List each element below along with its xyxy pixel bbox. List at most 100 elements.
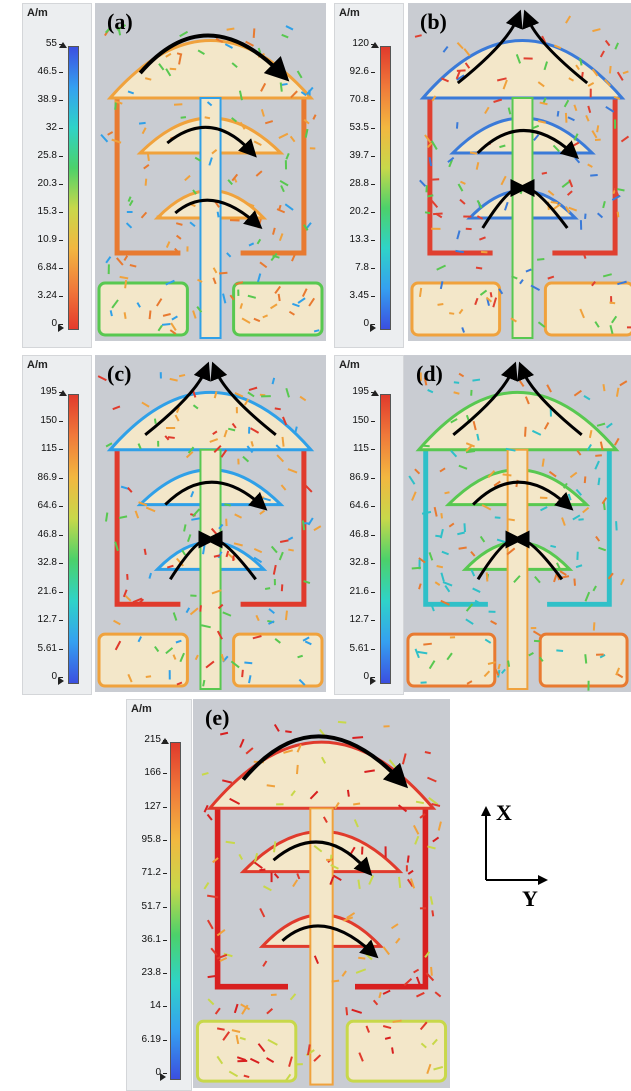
colorbar-tick-label: 150: [335, 415, 375, 426]
colorbar-tick-label: 195: [335, 387, 375, 397]
colorbar-tick-label: 20.3: [23, 179, 63, 189]
field-view-a: (a): [95, 3, 326, 341]
antenna-current-plot: [406, 361, 629, 691]
colorbar-tick-label: 12.7: [335, 615, 375, 625]
colorbar-gradient: [380, 394, 391, 684]
field-view-c: (c): [95, 355, 326, 692]
umbrella-patches: [97, 391, 324, 691]
colorbar-tick-label: 5.61: [335, 643, 375, 654]
colorbar-tick-label: 0: [23, 319, 63, 329]
colorbar-tick-label: 150: [23, 415, 63, 426]
colorbar-tick-label: 14: [127, 1001, 167, 1011]
unit-label: A/m: [27, 359, 48, 371]
antenna-current-plot: [97, 361, 324, 691]
panel-label: (d): [416, 361, 443, 386]
panel-label: (b): [420, 9, 447, 34]
colorbar-c: A/m 195 150 115 86.9 64.6 46.8 32.8 21.6 12.7 5.6…: [22, 355, 92, 695]
colorbar-tick-label: 86.9: [23, 472, 63, 483]
colorbar-tick-label: 36.1: [127, 934, 167, 945]
colorbar-tick-label: 10.9: [23, 235, 63, 245]
unit-label: A/m: [27, 7, 48, 19]
field-view-b: (b): [408, 3, 631, 341]
axes-arrows-icon: [481, 806, 548, 885]
colorbar-gradient: [68, 46, 79, 330]
antenna-current-plot: [97, 24, 324, 339]
x-axis-label: X: [496, 800, 512, 825]
current-vectors: [201, 720, 444, 1083]
current-flow-arrows: [456, 9, 589, 229]
y-axis-label: Y: [522, 886, 538, 911]
colorbar-e: A/m 215 166 127 95.8 71.2 51.7 36.1 23.8 14 6.19 0: [126, 699, 192, 1091]
colorbar-gradient: [170, 742, 181, 1080]
min-marker-icon: [160, 1073, 166, 1081]
colorbar-tick-label: 7.8: [335, 263, 375, 273]
colorbar-tick-label: 3.24: [23, 291, 63, 301]
colorbar-tick-label: 12.7: [23, 615, 63, 625]
current-flow-arrows: [144, 361, 277, 581]
colorbar-tick-label: 92.6: [335, 67, 375, 77]
umbrella-patches: [97, 39, 324, 339]
max-marker-icon: [371, 42, 379, 48]
panel-label: (c): [107, 361, 132, 386]
colorbar-tick-label: 23.8: [127, 968, 167, 978]
colorbar-gradient: [380, 46, 391, 330]
colorbar-tick-label: 64.6: [23, 501, 63, 511]
min-marker-icon: [370, 677, 376, 685]
colorbar-tick-label: 32: [23, 123, 63, 133]
feed-frame: [114, 449, 307, 607]
colorbar-gradient: [68, 394, 79, 684]
feed-frame: [427, 98, 618, 256]
unit-label: A/m: [339, 7, 360, 19]
colorbar-tick-label: 195: [23, 387, 63, 397]
field-view-e: (e): [193, 699, 450, 1088]
min-marker-icon: [58, 677, 64, 685]
coordinate-axes: X Y: [470, 800, 560, 911]
colorbar-tick-label: 46.5: [23, 67, 63, 77]
colorbar-tick-label: 5.61: [23, 643, 63, 654]
colorbar-tick-label: 0: [127, 1068, 167, 1078]
colorbar-tick-label: 46.8: [335, 529, 375, 540]
panel-label: (a): [107, 9, 133, 34]
current-flow-arrows: [138, 33, 290, 229]
colorbar-tick-label: 15.3: [23, 207, 63, 217]
current-flow-arrows: [452, 361, 583, 581]
umbrella-patches: [406, 391, 629, 691]
max-marker-icon: [59, 42, 67, 48]
antenna-current-plot: [410, 9, 631, 339]
feed-frame: [214, 808, 429, 990]
colorbar-tick-label: 215: [127, 735, 167, 745]
colorbar-tick-label: 64.6: [335, 501, 375, 511]
colorbar-tick-label: 115: [23, 444, 63, 454]
colorbar-tick-label: 6.84: [23, 263, 63, 273]
colorbar-tick-label: 70.8: [335, 95, 375, 105]
colorbar-tick-label: 95.8: [127, 834, 167, 845]
min-marker-icon: [58, 324, 64, 332]
current-flow-arrows: [241, 734, 409, 959]
colorbar-b: A/m 120 92.6 70.8 53.5 39.7 28.8 20.2 13.3 7.8 3.…: [334, 3, 404, 348]
colorbar-tick-label: 13.3: [335, 235, 375, 245]
colorbar-tick-label: 127: [127, 801, 167, 812]
colorbar-tick-label: 51.7: [127, 901, 167, 912]
feed-frame: [114, 98, 307, 256]
colorbar-tick-label: 86.9: [335, 472, 375, 483]
umbrella-patches: [195, 740, 448, 1086]
colorbar-tick-label: 3.45: [335, 291, 375, 301]
colorbar-tick-label: 0: [335, 319, 375, 329]
colorbar-tick-label: 166: [127, 768, 167, 778]
antenna-current-plot: [195, 720, 448, 1086]
colorbar-tick-label: 53.5: [335, 123, 375, 133]
max-marker-icon: [59, 390, 67, 396]
max-marker-icon: [371, 390, 379, 396]
colorbar-tick-label: 115: [335, 444, 375, 454]
colorbar-d: A/m 195 150 115 86.9 64.6 46.8 32.8 21.6 12.7 5.6…: [334, 355, 404, 695]
colorbar-tick-label: 28.8: [335, 179, 375, 189]
colorbar-a: A/m 55 46.5 38.9 32 25.8 20.3 15.3 10.9 6.84 3.24…: [22, 3, 92, 348]
colorbar-tick-label: 0: [23, 672, 63, 682]
unit-label: A/m: [131, 703, 152, 715]
colorbar-tick-label: 21.6: [335, 586, 375, 597]
panel-label: (e): [205, 705, 230, 730]
min-marker-icon: [370, 324, 376, 332]
colorbar-tick-label: 6.19: [127, 1034, 167, 1045]
colorbar-tick-label: 32.8: [335, 558, 375, 568]
colorbar-tick-label: 38.9: [23, 95, 63, 105]
